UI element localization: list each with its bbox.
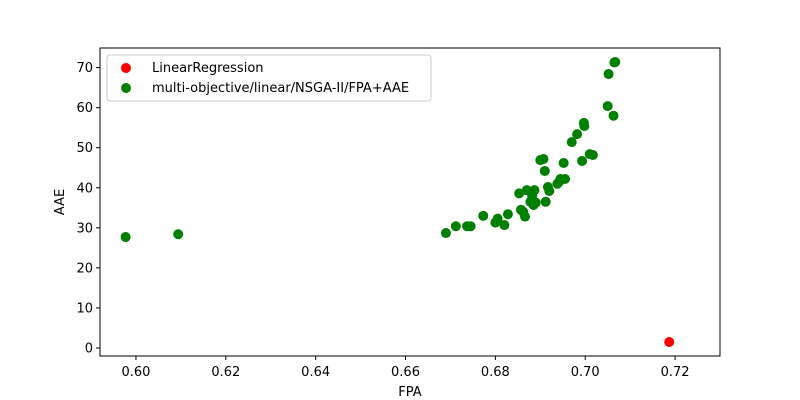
point-nsga-ii-6 (478, 210, 489, 221)
point-nsga-ii-2 (440, 228, 451, 239)
y-tick-label: 60 (76, 101, 93, 116)
point-nsga-ii-41 (608, 110, 619, 121)
x-tick-label: 0.68 (481, 365, 510, 380)
legend-label-linear-regression: LinearRegression (152, 61, 264, 76)
point-nsga-ii-36 (579, 121, 590, 132)
point-nsga-ii-9 (499, 220, 510, 231)
y-tick-label: 70 (76, 61, 93, 76)
point-nsga-ii-43 (610, 57, 621, 68)
point-nsga-ii-19 (529, 185, 540, 196)
data-points (120, 57, 675, 347)
axes-frame (99, 47, 721, 357)
legend-marker-linear-regression (121, 63, 131, 73)
x-tick-label: 0.72 (661, 365, 690, 380)
point-nsga-ii-10 (502, 209, 513, 220)
point-linear-regression-0 (664, 336, 675, 347)
legend-label-nsga-ii: multi-objective/linear/NSGA-II/FPA+AAE (152, 81, 409, 96)
point-nsga-ii-0 (120, 232, 131, 243)
point-nsga-ii-11 (514, 188, 525, 199)
x-axis-ticks: 0.60 0.62 0.64 0.66 0.68 0.70 0.72 (121, 356, 690, 380)
point-nsga-ii-24 (540, 196, 551, 207)
point-nsga-ii-38 (587, 149, 598, 160)
x-tick-label: 0.64 (301, 365, 330, 380)
point-nsga-ii-23 (539, 165, 550, 176)
y-tick-label: 10 (76, 301, 93, 316)
point-nsga-ii-14 (520, 211, 531, 222)
x-tick-label: 0.60 (121, 365, 150, 380)
y-tick-label: 30 (76, 221, 93, 236)
point-nsga-ii-34 (577, 155, 588, 166)
point-nsga-ii-40 (603, 69, 614, 80)
x-tick-label: 0.66 (391, 365, 420, 380)
point-nsga-ii-3 (450, 221, 461, 232)
point-nsga-ii-1 (173, 229, 184, 240)
point-nsga-ii-32 (566, 137, 577, 148)
y-axis-label: AAE (53, 189, 68, 215)
x-tick-label: 0.62 (211, 365, 240, 380)
y-tick-label: 0 (85, 341, 93, 356)
legend-marker-nsga-ii (121, 83, 131, 93)
x-axis-label: FPA (398, 385, 421, 400)
point-nsga-ii-20 (530, 197, 541, 208)
legend: LinearRegression multi-objective/linear/… (106, 54, 432, 102)
x-tick-label: 0.70 (571, 365, 600, 380)
point-nsga-ii-5 (465, 221, 476, 232)
point-nsga-ii-31 (560, 173, 570, 184)
legend-box (106, 54, 432, 102)
y-tick-label: 20 (76, 261, 93, 276)
point-nsga-ii-30 (558, 157, 569, 168)
y-tick-label: 40 (76, 181, 93, 196)
point-nsga-ii-22 (538, 153, 549, 164)
point-nsga-ii-33 (572, 129, 583, 140)
y-tick-label: 50 (76, 141, 93, 156)
point-nsga-ii-26 (544, 185, 555, 196)
y-axis-ticks: 0 10 20 30 40 50 60 70 (76, 61, 100, 356)
point-nsga-ii-8 (492, 213, 503, 224)
point-nsga-ii-39 (602, 101, 613, 112)
